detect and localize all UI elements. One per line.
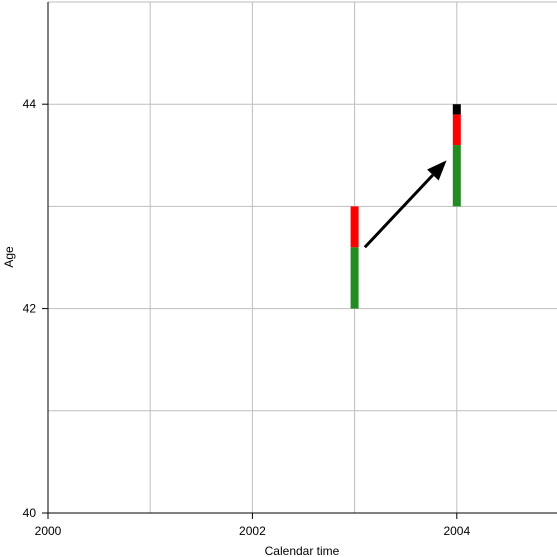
y-tick-label: 44 xyxy=(23,97,37,111)
data-segment xyxy=(350,247,359,309)
data-segment xyxy=(452,114,461,146)
data-segment xyxy=(452,145,461,207)
data-segment xyxy=(350,206,359,248)
transition-arrow xyxy=(363,160,447,249)
x-tick-label: 2004 xyxy=(443,524,470,538)
grid-lines xyxy=(47,1,557,514)
arrow-shaft xyxy=(363,173,434,249)
y-tick-label: 40 xyxy=(23,506,37,520)
x-tick-label: 2000 xyxy=(35,524,62,538)
data-segment xyxy=(452,104,461,115)
arrow-head xyxy=(427,160,447,181)
y-axis-title: Age xyxy=(2,246,16,268)
data-segments xyxy=(350,104,461,309)
x-axis-title: Calendar time xyxy=(265,544,340,557)
x-tick-label: 2002 xyxy=(239,524,266,538)
axes: 2000 2002 2004 40 42 44 xyxy=(23,2,557,538)
y-tick-label: 42 xyxy=(23,302,37,316)
